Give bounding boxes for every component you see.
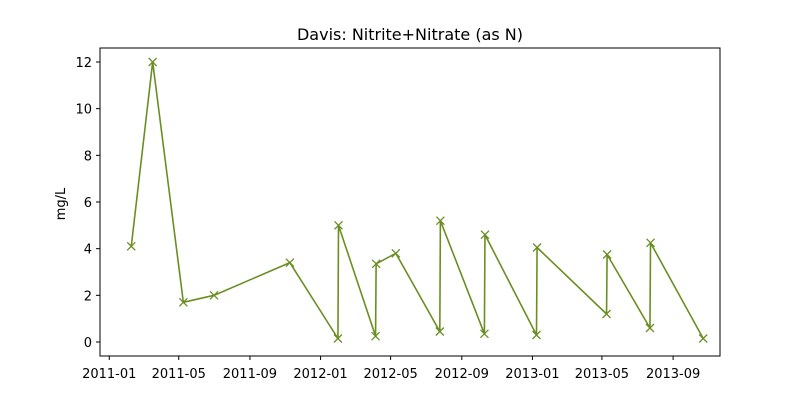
y-tick-label: 8	[84, 149, 92, 164]
data-point-marker	[209, 290, 219, 300]
data-point-marker	[645, 323, 655, 333]
y-tick-label: 0	[84, 336, 92, 351]
data-point-marker	[698, 334, 708, 343]
data-point-marker	[435, 216, 445, 226]
data-point-marker	[334, 220, 343, 230]
data-point-marker	[126, 241, 136, 251]
y-tick-label: 6	[84, 196, 92, 211]
x-tick-label: 2013-05	[575, 367, 629, 382]
y-tick-label: 12	[75, 56, 92, 71]
data-point-marker	[479, 329, 489, 339]
data-point-marker	[532, 330, 541, 340]
x-axis-ticks: 2011-01 2011-05 2011-09 2012-01 2012-05 2012-…	[82, 356, 700, 382]
y-tick-label: 2	[84, 289, 92, 304]
data-point-marker	[333, 334, 343, 343]
y-axis-label: mg/L	[54, 187, 69, 220]
plot-frame	[99, 47, 721, 357]
chart-title: Davis: Nitrite+Nitrate (as N)	[297, 25, 523, 44]
data-point-marker	[532, 243, 542, 252]
data-point-marker	[371, 331, 381, 341]
data-point-marker	[391, 248, 401, 258]
data-point-marker	[285, 258, 295, 268]
y-tick-label: 4	[84, 243, 92, 258]
data-point-marker	[602, 250, 612, 259]
y-tick-label: 10	[75, 103, 92, 118]
data-point-marker	[178, 297, 188, 307]
x-tick-label: 2012-05	[363, 367, 417, 382]
data-point-marker	[371, 259, 381, 269]
x-tick-label: 2012-01	[293, 367, 347, 382]
data-point-marker	[602, 309, 611, 319]
y-axis-ticks: 0 2 4 6 8 10 12	[75, 56, 100, 351]
data-point-marker	[480, 230, 490, 240]
data-point-marker	[148, 57, 158, 67]
x-tick-label: 2013-01	[505, 367, 559, 382]
data-point-marker	[646, 238, 655, 248]
x-tick-label: 2011-01	[82, 367, 136, 382]
x-tick-label: 2012-09	[435, 367, 489, 382]
series-layer	[126, 57, 708, 343]
data-point-marker	[435, 327, 445, 336]
x-tick-label: 2011-09	[223, 367, 277, 382]
x-tick-label: 2013-09	[646, 367, 700, 382]
x-tick-label: 2011-05	[152, 367, 206, 382]
